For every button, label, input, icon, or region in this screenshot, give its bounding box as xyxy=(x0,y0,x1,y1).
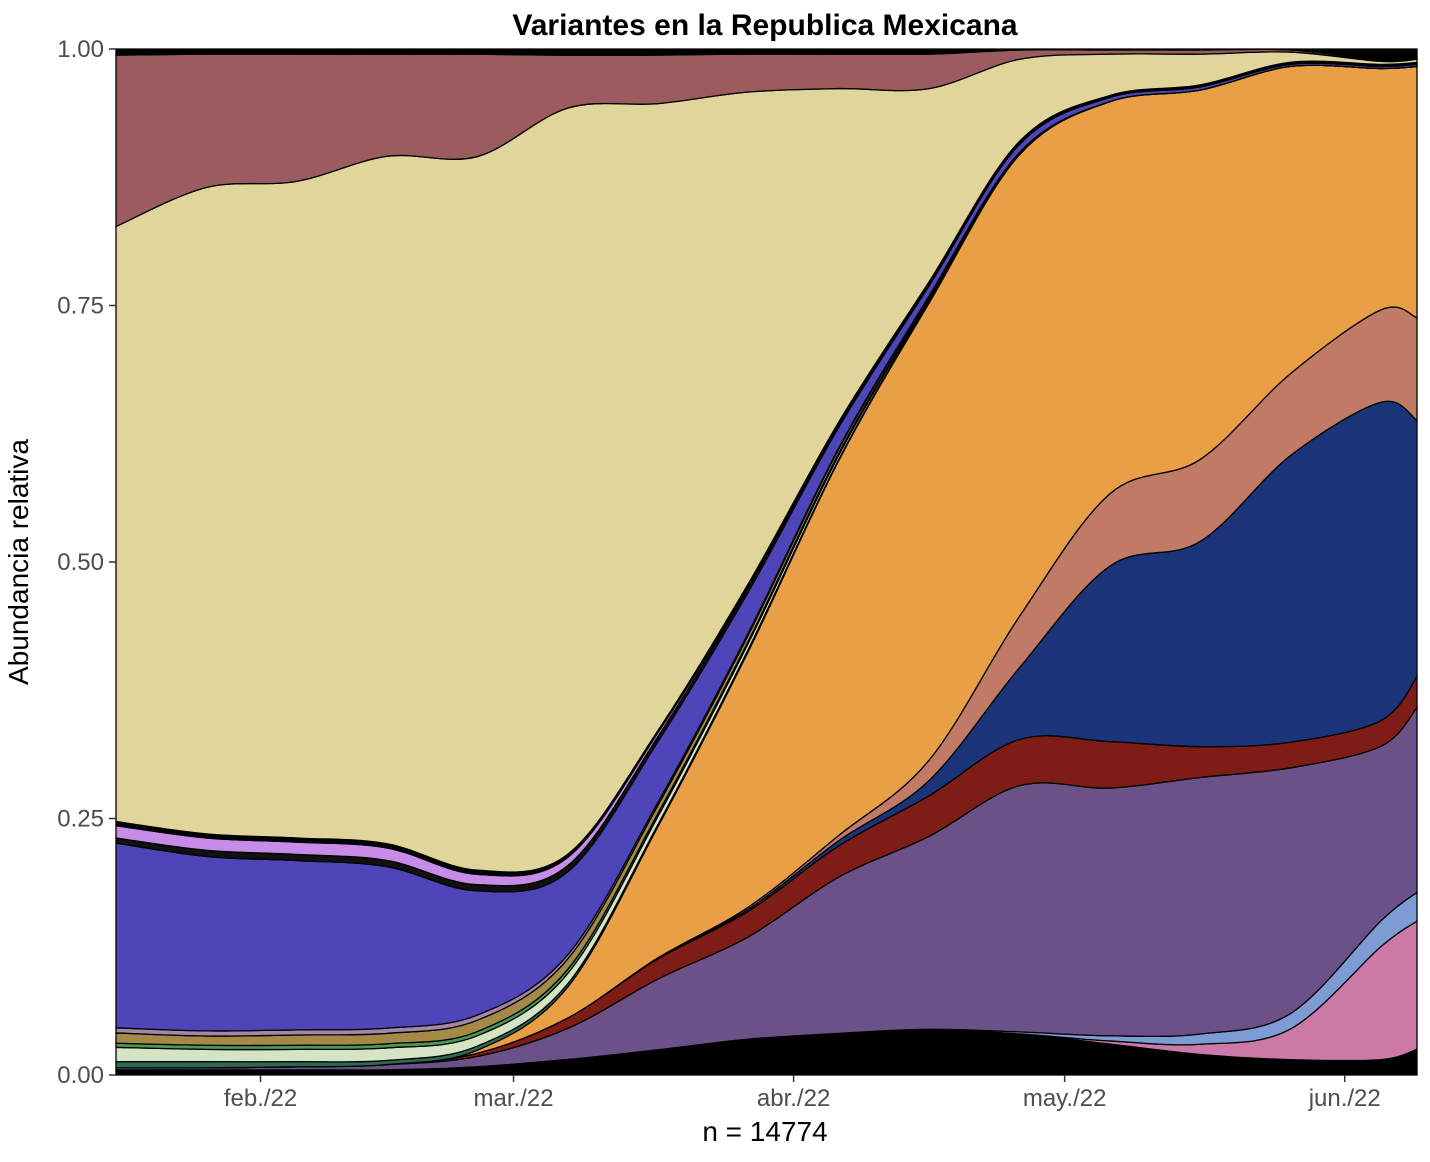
y-tick-label: 0.75 xyxy=(57,293,104,320)
stacked-area-bands xyxy=(115,48,1418,1076)
chart-title: Variantes en la Republica Mexicana xyxy=(512,9,1018,42)
x-tick-label: jun./22 xyxy=(1308,1085,1381,1112)
x-axis: feb./22 mar./22 abr./22 may./22 jun./22 xyxy=(116,1074,1417,1112)
x-axis-title: n = 14774 xyxy=(702,1116,827,1147)
y-axis: 0.00 0.25 0.50 0.75 1.00 xyxy=(57,36,117,1089)
x-tick-label: may./22 xyxy=(1023,1085,1107,1112)
x-tick-label: feb./22 xyxy=(224,1085,297,1112)
y-tick-label: 1.00 xyxy=(57,36,104,63)
x-tick-label: mar./22 xyxy=(474,1085,554,1112)
area-band-top-black xyxy=(115,48,1418,62)
x-tick-label: abr./22 xyxy=(757,1085,830,1112)
y-tick-label: 0.00 xyxy=(57,1062,104,1089)
y-tick-label: 0.50 xyxy=(57,549,104,576)
y-axis-title: Abundancia relativa xyxy=(3,439,34,685)
y-tick-label: 0.25 xyxy=(57,806,104,833)
